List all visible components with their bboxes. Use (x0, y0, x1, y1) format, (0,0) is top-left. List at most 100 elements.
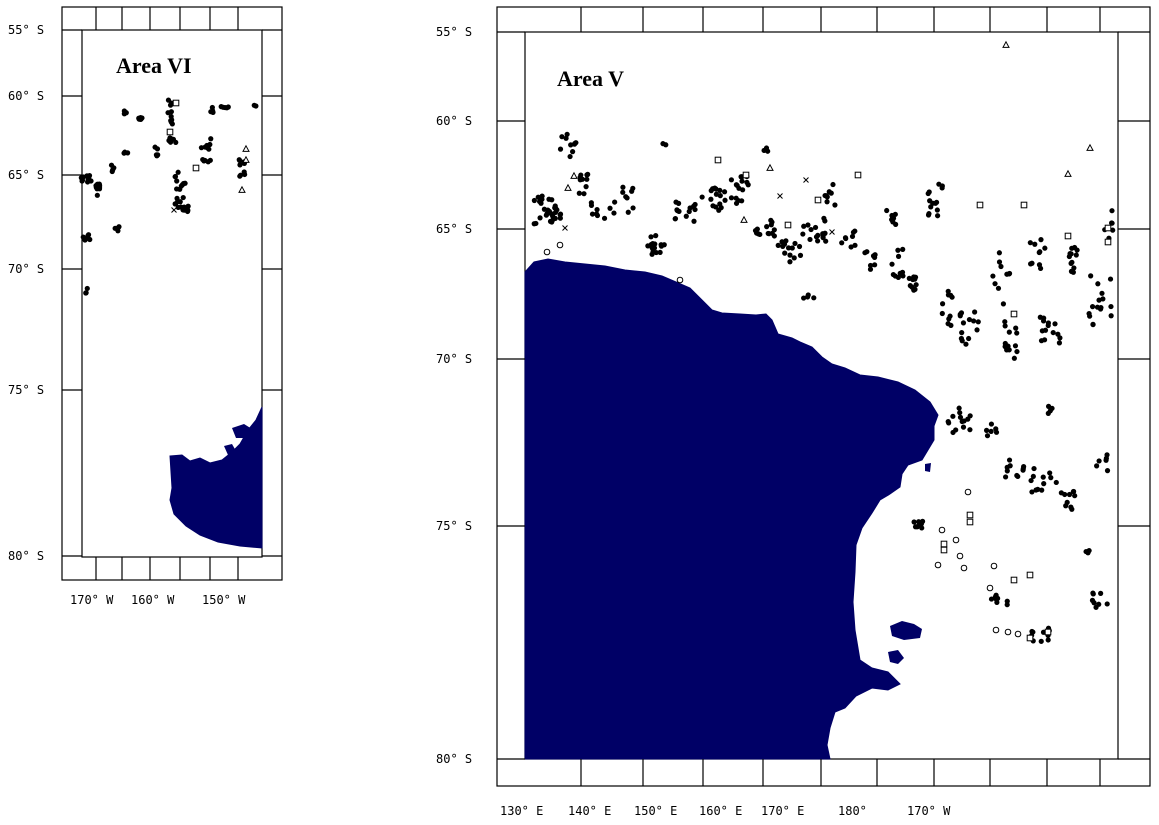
sighting-dot (1071, 265, 1077, 271)
sighting-dot (1004, 602, 1010, 608)
sighting-dot (939, 183, 945, 189)
sighting-dot (175, 198, 181, 205)
sighting-dot (892, 273, 898, 279)
sighting-dot (959, 330, 965, 336)
outer-frame (61, 6, 283, 581)
sighting-dot (1053, 479, 1059, 486)
sighting-dot (699, 194, 705, 200)
sighting-dot (180, 194, 186, 201)
sighting-dot (692, 206, 698, 213)
sighting-dot (1002, 474, 1009, 480)
sighting-dot (939, 301, 946, 307)
sighting-dot (957, 410, 963, 416)
sighting-dot (673, 199, 679, 205)
sighting-dot (1089, 304, 1096, 310)
sighting-dot (1030, 629, 1036, 635)
sighting-dot (222, 104, 228, 111)
sighting-dot (895, 253, 902, 259)
sighting-dot (713, 204, 719, 210)
sighting-triangle (1064, 169, 1072, 177)
lat-label: 80° S (436, 752, 472, 766)
sighting-dot (995, 285, 1002, 291)
outer-frame (496, 6, 1151, 787)
sighting-dot (1039, 487, 1045, 493)
sighting-square (1010, 576, 1018, 584)
sighting-dot (984, 433, 991, 439)
sighting-dot (823, 238, 829, 244)
lat-label: 70° S (436, 352, 472, 366)
lon-label: 150° E (634, 804, 677, 818)
sighting-dot (563, 135, 569, 141)
sighting-open-circle (986, 584, 994, 592)
sighting-dot (787, 259, 793, 265)
sighting-dot (1057, 335, 1063, 341)
sighting-dot (173, 139, 179, 146)
sighting-dot (804, 294, 811, 300)
sighting-dot (625, 209, 631, 215)
sighting-dot (172, 173, 179, 180)
sighting-dot (975, 319, 981, 325)
lon-label: 170° E (761, 804, 804, 818)
sighting-dot (771, 233, 777, 239)
sighting-dot (86, 174, 92, 180)
sighting-dot (1004, 468, 1010, 474)
sighting-dot (1071, 488, 1077, 495)
sighting-dot (1029, 260, 1035, 266)
sighting-triangle (570, 171, 578, 179)
sighting-dot (1088, 273, 1094, 279)
land-island (888, 650, 904, 664)
land-antarctica (169, 406, 263, 549)
map-area-vi: Area VI 55° S 60° S 65° S 70° S 75° S 80… (8, 6, 283, 607)
sighting-dot (945, 292, 952, 298)
sighting-open-circle (543, 248, 551, 256)
sighting-dot (1045, 410, 1051, 416)
sighting-dot (740, 187, 746, 193)
sighting-dot (893, 221, 899, 227)
lat-label: 70° S (8, 262, 44, 276)
sighting-dot (824, 199, 830, 205)
sighting-dot (771, 227, 777, 233)
sighting-square (1026, 634, 1034, 642)
sighting-dot (691, 218, 697, 224)
sighting-dot (910, 276, 916, 283)
sighting-dot (796, 243, 803, 250)
sighting-square (940, 540, 948, 548)
sighting-dot (890, 215, 897, 221)
sighting-dot (121, 150, 127, 156)
sighting-dot (620, 189, 626, 195)
sighting-dot (650, 241, 656, 247)
sighting-dot (1002, 319, 1008, 325)
sighting-dot (607, 205, 613, 211)
sighting-dot (1040, 474, 1046, 480)
sighting-open-circle (952, 536, 960, 544)
sighting-dot (926, 211, 932, 217)
sighting-dot (966, 335, 972, 342)
sighting-dot (739, 178, 745, 184)
sighting-dot (1098, 590, 1104, 596)
sighting-dot (757, 231, 763, 238)
sighting-open-circle (990, 562, 998, 570)
sighting-dot (116, 224, 122, 230)
land-island (232, 424, 252, 438)
sighting-dot (1104, 601, 1110, 607)
sighting-dot (1066, 253, 1072, 260)
sighting-dot (733, 195, 739, 201)
sighting-dot (812, 224, 819, 231)
sighting-dot (1014, 330, 1020, 336)
sighting-dot (570, 149, 576, 155)
sighting-dot (94, 192, 100, 198)
sighting-open-circle (1014, 630, 1022, 638)
sighting-dot (1108, 220, 1115, 226)
sighting-dot (988, 428, 994, 434)
lat-labels: 55° S 60° S 65° S 70° S 75° S 80° S (436, 25, 472, 766)
sighting-open-circle (964, 488, 972, 496)
sighting-dot (1072, 493, 1078, 499)
sighting-dot (927, 198, 933, 204)
sighting-dot (993, 426, 999, 432)
sighting-dot (787, 252, 793, 258)
sighting-dot (1006, 329, 1012, 335)
sighting-dot (807, 236, 813, 243)
land-antarctica (524, 258, 939, 760)
sighting-dot (1096, 601, 1102, 607)
